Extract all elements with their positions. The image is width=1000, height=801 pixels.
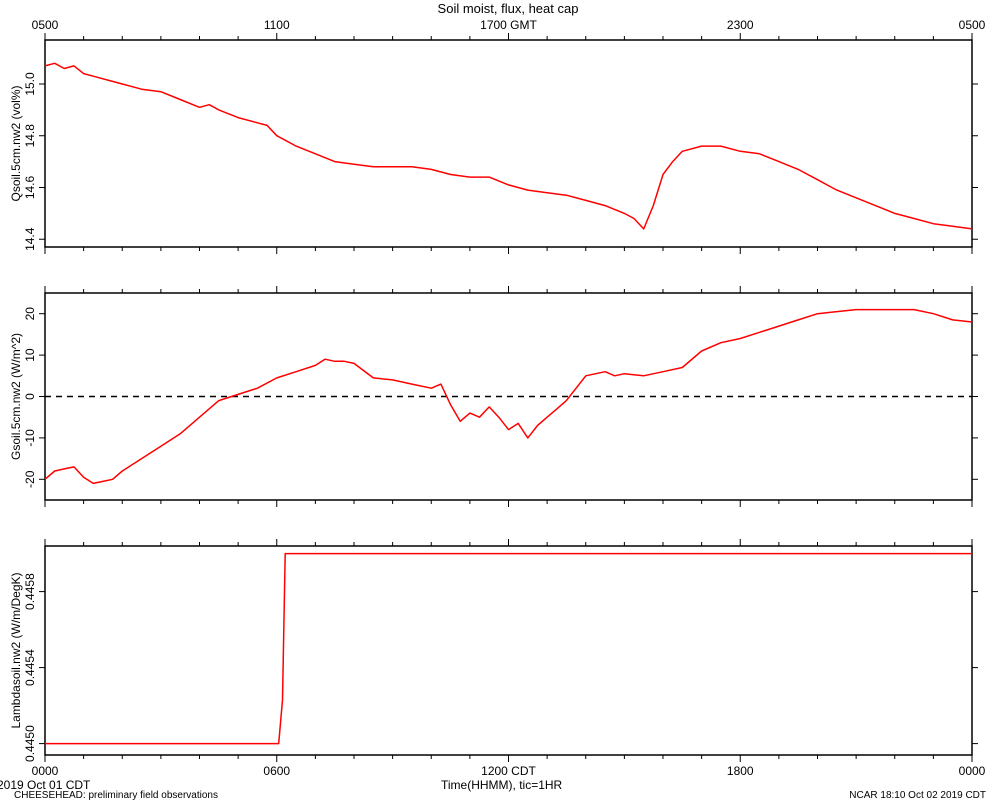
y-tick-label: 14.4 — [23, 227, 37, 251]
y-tick-label: 14.6 — [23, 175, 37, 199]
y-tick-label: 0.4454 — [23, 649, 37, 686]
y-tick-label: 20 — [23, 307, 37, 321]
top-x-tick-label: 0500 — [32, 18, 59, 32]
y-tick-label: 15.0 — [23, 72, 37, 96]
y-tick-label: 14.8 — [23, 124, 37, 148]
y-tick-label: -20 — [23, 470, 37, 488]
bottom-x-tick-label: 0000 — [32, 764, 59, 778]
start-date-label: 2019 Oct 01 CDT — [0, 778, 91, 792]
y-tick-label: 0.4458 — [23, 573, 37, 610]
bottom-x-tick-label: 1200 CDT — [481, 764, 536, 778]
y-axis-label: Qsoil.5cm.nw2 (vol%) — [9, 85, 23, 201]
y-tick-label: -10 — [23, 429, 37, 447]
top-x-tick-label: 1700 GMT — [480, 18, 537, 32]
data-series-line — [44, 62, 973, 230]
y-axis-label: Gsoil.5cm.nw2 (W/m^2) — [9, 333, 23, 460]
top-x-tick-label: 1100 — [264, 18, 290, 32]
top-x-tick-label: 2300 — [727, 18, 754, 32]
y-tick-label: 10 — [23, 348, 37, 362]
chart-title: Soil moist, flux, heat cap — [437, 1, 579, 16]
data-series-line — [45, 552, 972, 745]
bottom-x-tick-label: 0000 — [959, 764, 986, 778]
top-x-tick-label: 0500 — [959, 18, 986, 32]
y-tick-label: 0 — [23, 393, 37, 400]
y-axis-label: Lambdasoil.nw2 (W/m/DegK) — [9, 572, 23, 728]
bottom-x-tick-label: 0600 — [263, 764, 290, 778]
top-time-axis: 0500 1100 1700 GMT 2300 0500 — [32, 18, 986, 32]
plot-frame — [44, 545, 973, 756]
bottom-time-axis: 0000 0600 1200 CDT 1800 0000 — [32, 764, 986, 778]
plot-frame — [44, 39, 973, 248]
x-axis-label: Time(HHMM), tic=1HR — [441, 778, 563, 792]
y-tick-label: 0.4450 — [23, 725, 37, 762]
footer-left-note: CHEESEHEAD: preliminary field observatio… — [14, 790, 218, 801]
bottom-x-tick-label: 1800 — [727, 764, 754, 778]
footer-right-note: NCAR 18:10 Oct 02 2019 CDT — [849, 790, 986, 801]
data-series-line — [44, 308, 973, 485]
